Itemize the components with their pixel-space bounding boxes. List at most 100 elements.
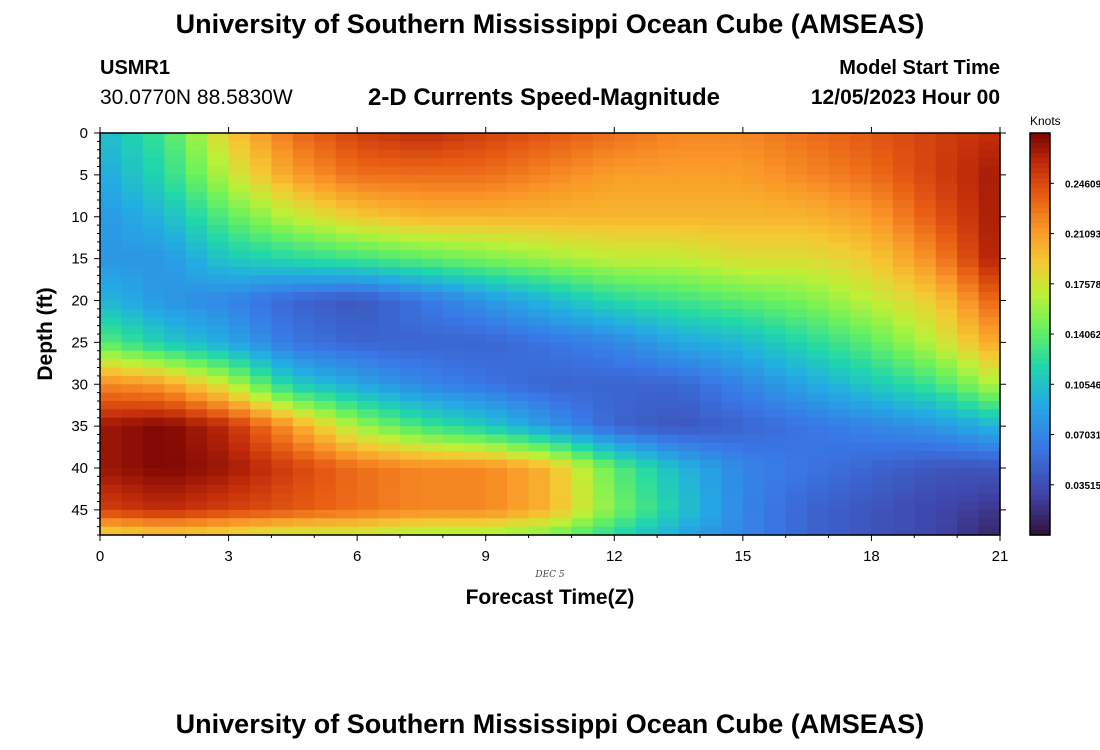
heatmap-cell — [764, 501, 787, 511]
heatmap-cell — [978, 451, 1001, 461]
heatmap-cell — [721, 225, 744, 235]
heatmap-cell — [592, 283, 615, 293]
heatmap-cell — [121, 468, 144, 477]
heatmap-cell — [764, 158, 787, 168]
heatmap-cell — [807, 208, 830, 218]
heatmap-cell — [571, 459, 594, 469]
heatmap-cell — [292, 292, 315, 302]
heatmap-cell — [400, 468, 423, 477]
heatmap-cell — [121, 258, 144, 268]
chart-subtitle: 2-D Currents Speed-Magnitude — [368, 84, 721, 111]
heatmap-cell — [357, 426, 380, 436]
heatmap-cell — [464, 216, 487, 226]
heatmap-cell — [785, 442, 808, 452]
heatmap-cell — [121, 233, 144, 243]
heatmap-cell — [678, 468, 701, 477]
heatmap-cell — [485, 308, 508, 318]
heatmap-cell — [464, 300, 487, 310]
heatmap-cell — [764, 208, 787, 218]
heatmap-cell — [314, 476, 337, 486]
heatmap-cell — [914, 325, 937, 335]
heatmap-cell — [550, 258, 573, 268]
heatmap-cell — [207, 468, 230, 477]
heatmap-cell — [550, 141, 573, 151]
heatmap-cell — [871, 442, 894, 452]
heatmap-cell — [700, 216, 723, 226]
heatmap-cell — [657, 350, 680, 360]
heatmap-cell — [764, 258, 787, 268]
heatmap-cell — [657, 325, 680, 335]
heatmap-cell — [292, 166, 315, 176]
heatmap-cell — [142, 518, 165, 528]
heatmap-cell — [571, 216, 594, 226]
heatmap-cell — [464, 308, 487, 318]
heatmap-cell — [935, 233, 958, 243]
y-tick-label: 10 — [71, 209, 88, 226]
heatmap-cell — [142, 384, 165, 394]
heatmap-cell — [678, 317, 701, 327]
heatmap-cell — [378, 476, 401, 486]
heatmap-cell — [700, 509, 723, 519]
heatmap-cell — [292, 267, 315, 276]
colorbar-segment — [1030, 263, 1050, 270]
heatmap-cell — [892, 200, 915, 209]
heatmap-cell — [207, 133, 230, 142]
heatmap-cell — [528, 200, 551, 209]
heatmap-cell — [614, 526, 637, 536]
heatmap-cell — [550, 409, 573, 419]
heatmap-cell — [271, 300, 294, 310]
heatmap-cell — [121, 442, 144, 452]
heatmap-cell — [850, 434, 873, 444]
heatmap-cell — [850, 258, 873, 268]
heatmap-cell — [700, 334, 723, 343]
heatmap-cell — [571, 241, 594, 251]
heatmap-cell — [678, 375, 701, 385]
heatmap-cell — [485, 417, 508, 427]
heatmap-cell — [507, 392, 530, 402]
heatmap-cell — [871, 484, 894, 494]
heatmap-cell — [100, 509, 123, 519]
heatmap-cell — [271, 509, 294, 519]
heatmap-cell — [571, 191, 594, 201]
heatmap-cell — [442, 350, 465, 360]
heatmap-cell — [935, 484, 958, 494]
heatmap-cell — [142, 325, 165, 335]
heatmap-cell — [100, 451, 123, 461]
heatmap-cell — [592, 275, 615, 285]
heatmap-cell — [742, 141, 765, 151]
heatmap-cell — [271, 350, 294, 360]
heatmap-cell — [764, 141, 787, 151]
x-tick-label: 21 — [992, 548, 1009, 565]
heatmap-cell — [185, 191, 208, 201]
heatmap-cell — [742, 468, 765, 477]
heatmap-cell — [100, 174, 123, 184]
heatmap-cell — [400, 317, 423, 327]
heatmap-cell — [378, 133, 401, 142]
heatmap-cell — [421, 241, 444, 251]
heatmap-cell — [378, 518, 401, 528]
heatmap-cell — [250, 166, 273, 176]
heatmap-cell — [528, 292, 551, 302]
heatmap-cell — [335, 233, 358, 243]
heatmap-cell — [635, 174, 658, 184]
heatmap-cell — [892, 250, 915, 260]
heatmap-cell — [164, 350, 187, 360]
heatmap-cell — [421, 275, 444, 285]
heatmap-cell — [207, 267, 230, 276]
colorbar-segment — [1030, 303, 1050, 310]
heatmap-cell — [507, 350, 530, 360]
heatmap-cell — [528, 208, 551, 218]
heatmap-cell — [914, 267, 937, 276]
heatmap-cell — [807, 300, 830, 310]
heatmap-cell — [292, 241, 315, 251]
heatmap-cell — [400, 434, 423, 444]
colorbar-segment — [1030, 334, 1050, 340]
colorbar-segment — [1030, 248, 1050, 255]
heatmap-cell — [314, 509, 337, 519]
heatmap-cell — [550, 468, 573, 477]
heatmap-cell — [314, 317, 337, 327]
heatmap-cell — [978, 434, 1001, 444]
heatmap-cell — [164, 258, 187, 268]
heatmap-cell — [528, 434, 551, 444]
heatmap-cell — [442, 158, 465, 168]
